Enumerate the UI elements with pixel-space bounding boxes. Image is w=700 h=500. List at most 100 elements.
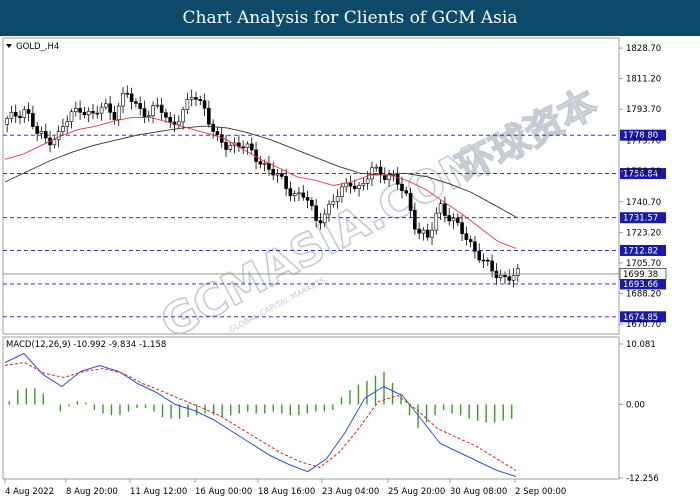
- candle: [443, 196, 447, 223]
- candle: [352, 179, 357, 192]
- candle: [486, 257, 490, 266]
- candle: [151, 101, 155, 124]
- candle: [327, 200, 331, 222]
- candle: [194, 91, 198, 107]
- macd-y-tick-label: 0.00: [626, 400, 645, 410]
- candle: [417, 222, 421, 240]
- candle: [164, 108, 168, 123]
- candle: [340, 182, 344, 203]
- x-tick-label: 23 Aug 04:00: [322, 487, 379, 497]
- candle: [86, 107, 91, 123]
- candle: [138, 96, 142, 116]
- current-price-label: 1699.38: [623, 270, 658, 280]
- price-panel-frame: [2, 37, 620, 335]
- candle: [22, 105, 27, 123]
- candle: [481, 253, 486, 268]
- level-label-box: [620, 278, 666, 290]
- candle: [348, 175, 353, 194]
- candle: [74, 101, 78, 117]
- watermark: GCMASIA.COM GLOBAL CAPITAL MARKETS 环球资本: [152, 80, 605, 350]
- price-y-tick-label: 1670.70: [626, 320, 661, 330]
- candle: [434, 207, 439, 235]
- level-label-box: [620, 212, 666, 224]
- price-y-tick-label: 1740.70: [626, 198, 661, 208]
- candle: [215, 126, 220, 141]
- candle: [331, 194, 336, 208]
- price-y-tick-label: 1811.20: [626, 75, 661, 85]
- candle: [91, 103, 95, 120]
- candle: [361, 177, 366, 191]
- candle: [185, 92, 190, 115]
- candle: [61, 118, 65, 137]
- candle: [301, 185, 306, 201]
- x-tick-label: 30 Aug 08:00: [450, 487, 507, 497]
- candle: [477, 243, 482, 263]
- candle: [267, 156, 271, 176]
- chart-banner-title: Chart Analysis for Clients of GCM Asia: [0, 0, 700, 36]
- candle: [374, 163, 379, 172]
- macd-panel-title: MACD(12,26,9) -10.992 -9.834 -1.158: [6, 340, 166, 350]
- candle: [181, 106, 185, 130]
- candle: [104, 98, 108, 111]
- x-tick-label: 16 Aug 00:00: [195, 487, 252, 497]
- candle: [26, 102, 31, 122]
- candle: [280, 168, 284, 180]
- candle: [284, 168, 288, 197]
- candle: [78, 100, 82, 121]
- candle: [5, 115, 9, 133]
- candle: [129, 87, 134, 110]
- candle: [498, 269, 503, 282]
- candle: [207, 100, 211, 128]
- ma-black-line: [4, 125, 517, 218]
- candle: [400, 176, 404, 199]
- macd-panel-frame: [2, 336, 620, 480]
- candle: [314, 199, 318, 228]
- candle: [275, 169, 280, 183]
- candle: [249, 137, 254, 154]
- candle: [237, 135, 241, 152]
- candle: [430, 222, 434, 246]
- dropdown-arrow-icon[interactable]: [6, 44, 12, 48]
- candle: [507, 269, 512, 285]
- candle: [322, 208, 327, 228]
- candle: [318, 212, 323, 230]
- candle: [378, 160, 383, 184]
- candle: [39, 126, 44, 140]
- candle: [202, 93, 207, 117]
- candle: [447, 207, 451, 226]
- candle: [310, 197, 314, 211]
- candle: [13, 104, 18, 124]
- candle: [421, 227, 426, 241]
- level-label: 1778.80: [623, 131, 658, 141]
- candle: [121, 87, 125, 114]
- watermark-text: GCMASIA.COM: [153, 135, 494, 349]
- candle: [468, 235, 473, 248]
- level-label-box: [620, 311, 666, 323]
- candle: [112, 105, 117, 125]
- level-label-box: [620, 168, 666, 180]
- candle: [95, 105, 100, 119]
- candle: [146, 110, 151, 122]
- candle: [438, 200, 443, 220]
- candle: [425, 223, 430, 241]
- x-tick-label: 2 Sep 00:00: [515, 487, 566, 497]
- macd-main-line: [4, 352, 517, 477]
- price-y-tick-label: 1705.70: [626, 259, 661, 269]
- candle: [155, 97, 160, 109]
- candle: [108, 96, 112, 121]
- candle: [168, 111, 173, 129]
- candle: [177, 115, 181, 129]
- level-label: 1674.85: [623, 313, 658, 323]
- candle: [503, 271, 507, 285]
- x-tick-label: 8 Aug 20:00: [66, 487, 118, 497]
- candle: [460, 215, 464, 242]
- candle: [413, 202, 417, 235]
- level-label-box: [620, 244, 666, 256]
- macd-y-tick-label: -12.256: [626, 474, 659, 484]
- candle: [455, 213, 460, 227]
- ma-red-line: [4, 116, 517, 249]
- candle: [305, 190, 310, 209]
- candle: [82, 106, 87, 119]
- candle: [473, 236, 477, 259]
- price-y-tick-label: 1723.20: [626, 228, 661, 238]
